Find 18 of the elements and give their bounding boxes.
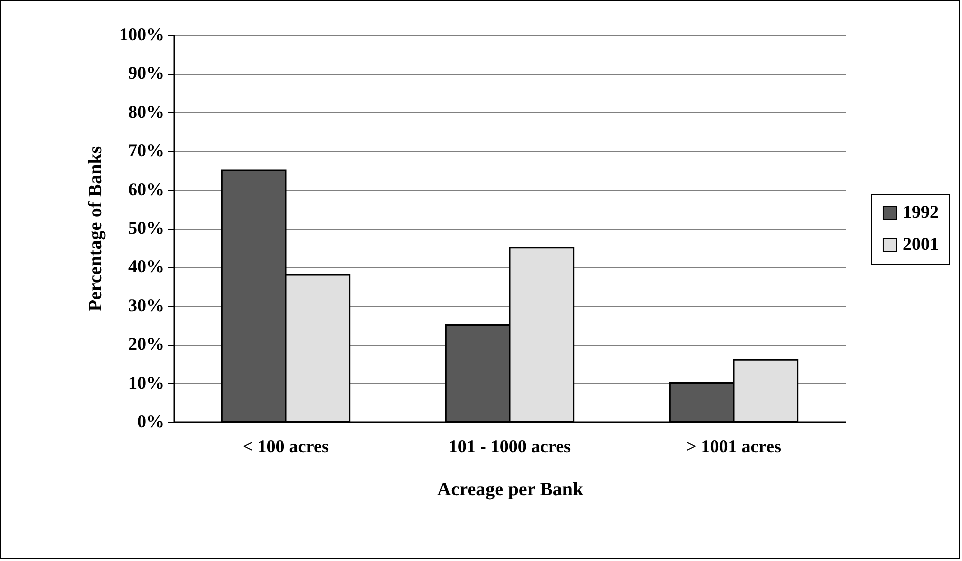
y-axis-title: Percentage of Banks (86, 146, 106, 312)
legend-label: 2001 (903, 234, 939, 254)
y-tick-label: 80% (128, 102, 164, 122)
y-tick-label: 10% (128, 372, 164, 393)
y-tick-label: 90% (128, 63, 164, 84)
x-tick-label: < 100 acres (243, 436, 329, 456)
x-tick-label: 101 - 1000 acres (448, 436, 572, 456)
y-tick-label: 40% (128, 256, 164, 277)
y-tick-label: 100% (120, 24, 164, 44)
y-tick-label: 0% (138, 412, 164, 432)
y-tick-label: 30% (128, 295, 164, 316)
x-axis-title: Acreage per Bank (437, 480, 584, 500)
legend-label: 1992 (903, 202, 939, 222)
y-tick-label: 60% (128, 179, 164, 200)
y-tick-label: 70% (128, 140, 164, 161)
y-tick-label: 20% (128, 334, 164, 354)
y-tick-label: 50% (128, 218, 164, 238)
x-tick-label: > 1001 acres (686, 436, 782, 456)
